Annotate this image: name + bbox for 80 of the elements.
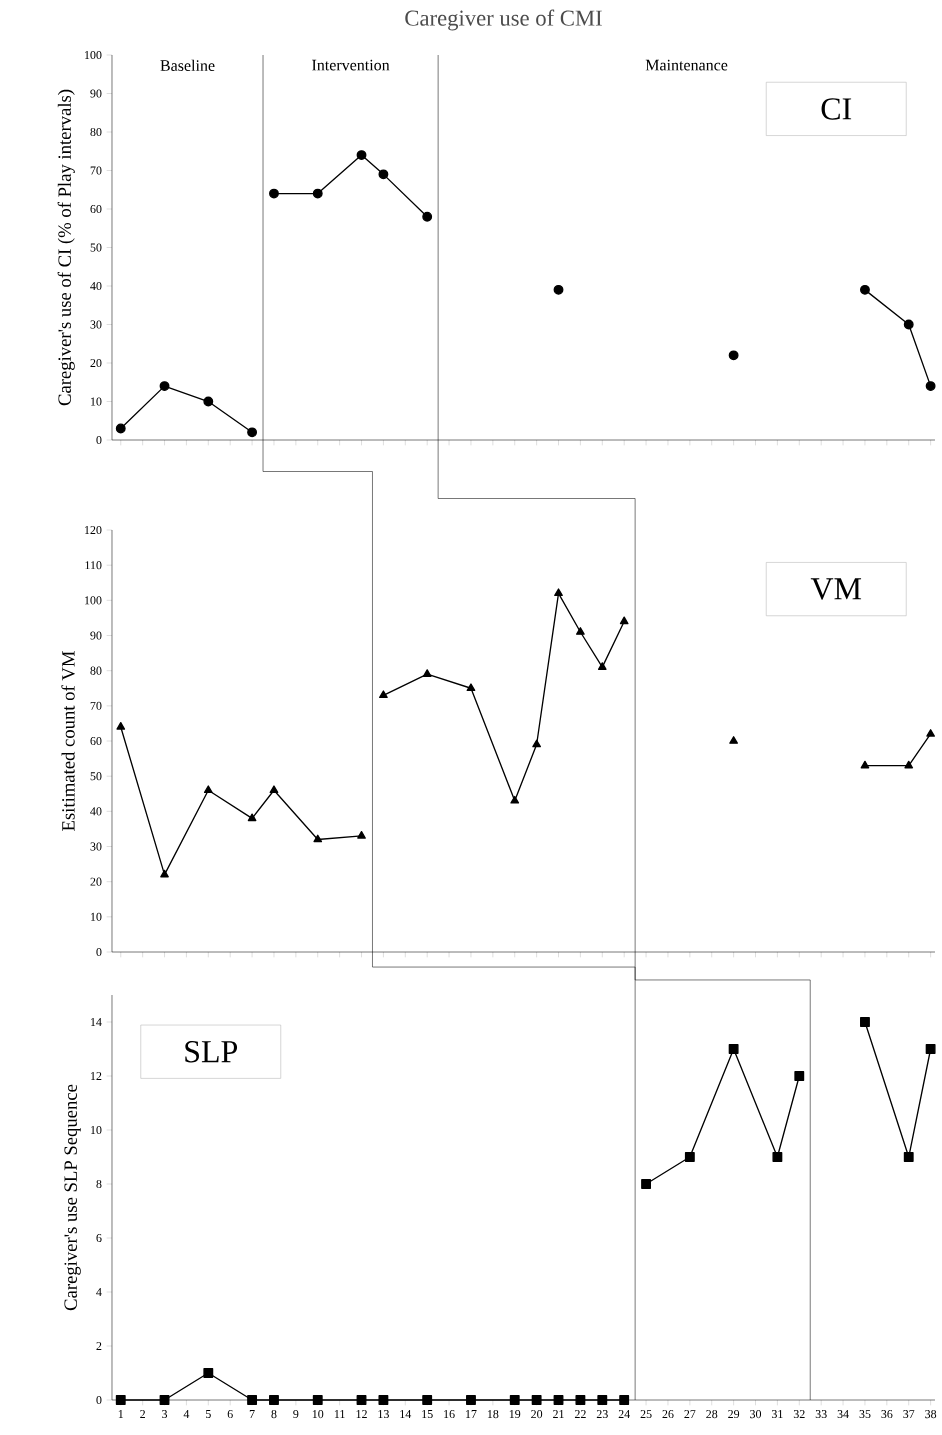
x-tick-label: 32 xyxy=(793,1410,805,1419)
y-tick-label: 10 xyxy=(91,397,102,406)
x-tick-label: 23 xyxy=(596,1410,608,1419)
x-tick-label: 11 xyxy=(334,1410,345,1418)
y-tick-label: 80 xyxy=(90,127,102,137)
x-tick-label: 10 xyxy=(312,1410,324,1419)
y-tick-label: 20 xyxy=(90,358,102,368)
y-tick-label: 40 xyxy=(90,281,102,291)
y-axis-title: Caregiver's use SLP Sequence xyxy=(64,1084,81,1311)
y-tick-label: 10 xyxy=(91,1125,102,1135)
y-tick-label: 50 xyxy=(90,772,102,781)
x-tick-label: 13 xyxy=(378,1410,389,1419)
x-tick-label: 25 xyxy=(640,1410,652,1419)
x-tick-label: 37 xyxy=(903,1410,915,1419)
x-tick-label: 27 xyxy=(684,1410,696,1418)
x-tick-label: 38 xyxy=(925,1410,937,1419)
y-tick-label: 70 xyxy=(90,166,102,175)
y-tick-label: 6 xyxy=(96,1233,102,1243)
annotation: Maintenance xyxy=(645,59,728,71)
x-tick-label: 14 xyxy=(400,1410,412,1418)
y-tick-label: 2 xyxy=(96,1342,102,1350)
chart-title: Caregiver use of CMI xyxy=(405,9,602,31)
x-tick-label: 15 xyxy=(422,1410,433,1419)
x-tick-label: 12 xyxy=(356,1410,367,1418)
y-tick-label: 80 xyxy=(90,666,102,675)
x-tick-label: 1 xyxy=(118,1410,124,1418)
y-tick-label: 100 xyxy=(85,50,102,60)
y-tick-label: 0 xyxy=(96,1395,102,1405)
x-tick-label: 6 xyxy=(227,1410,233,1419)
y-tick-label: 30 xyxy=(90,320,102,329)
y-tick-label: 100 xyxy=(85,596,102,605)
y-tick-label: 50 xyxy=(90,243,102,252)
x-tick-label: 33 xyxy=(815,1410,827,1419)
y-axis-title: Esitimated count of VM xyxy=(61,651,75,831)
x-tick-label: 18 xyxy=(487,1410,499,1419)
x-tick-label: 2 xyxy=(140,1410,145,1418)
y-tick-label: 12 xyxy=(91,1072,102,1080)
y-tick-label: 14 xyxy=(91,1018,102,1026)
y-tick-label: 90 xyxy=(90,631,102,640)
x-tick-label: 17 xyxy=(466,1410,477,1418)
x-tick-label: 30 xyxy=(750,1410,762,1419)
x-tick-label: 29 xyxy=(728,1410,740,1419)
y-tick-label: 70 xyxy=(90,701,102,710)
text: CI xyxy=(821,98,852,120)
y-tick-label: 10 xyxy=(91,912,102,921)
x-tick-label: 20 xyxy=(531,1410,543,1419)
text: VM xyxy=(810,578,862,600)
annotation: Intervention xyxy=(312,59,390,71)
x-tick-label: 35 xyxy=(859,1410,871,1419)
x-tick-label: 28 xyxy=(706,1410,718,1419)
x-tick-label: 3 xyxy=(162,1410,168,1419)
x-tick-label: 36 xyxy=(881,1410,893,1419)
x-tick-label: 8 xyxy=(271,1410,277,1419)
x-tick-label: 22 xyxy=(574,1410,586,1418)
x-tick-label: 34 xyxy=(837,1410,849,1419)
y-tick-label: 110 xyxy=(85,561,102,570)
y-tick-label: 60 xyxy=(90,204,102,214)
y-tick-label: 60 xyxy=(90,736,102,746)
y-tick-label: 0 xyxy=(96,947,102,957)
x-tick-label: 5 xyxy=(206,1410,211,1419)
x-tick-label: 16 xyxy=(444,1410,455,1419)
x-tick-label: 9 xyxy=(293,1410,299,1419)
x-tick-label: 26 xyxy=(662,1410,674,1419)
x-tick-label: 7 xyxy=(249,1410,255,1418)
y-tick-label: 4 xyxy=(96,1288,102,1296)
x-tick-label: 24 xyxy=(618,1410,630,1418)
x-tick-label: 4 xyxy=(183,1410,190,1418)
y-tick-label: 120 xyxy=(85,525,102,535)
y-tick-label: 20 xyxy=(90,877,102,886)
y-tick-label: 90 xyxy=(90,89,102,98)
x-tick-label: 19 xyxy=(509,1410,521,1419)
y-tick-label: 8 xyxy=(96,1179,102,1189)
text: SLP xyxy=(185,1040,238,1063)
y-tick-label: 40 xyxy=(90,807,102,816)
y-tick-label: 30 xyxy=(90,842,102,851)
y-tick-label: 0 xyxy=(96,435,102,445)
x-tick-label: 31 xyxy=(771,1410,783,1419)
y-axis-title: Caregiver's use of CI (% of Play intervals) xyxy=(57,89,75,406)
x-tick-label: 21 xyxy=(553,1410,564,1418)
annotation: Baseline xyxy=(160,59,215,71)
